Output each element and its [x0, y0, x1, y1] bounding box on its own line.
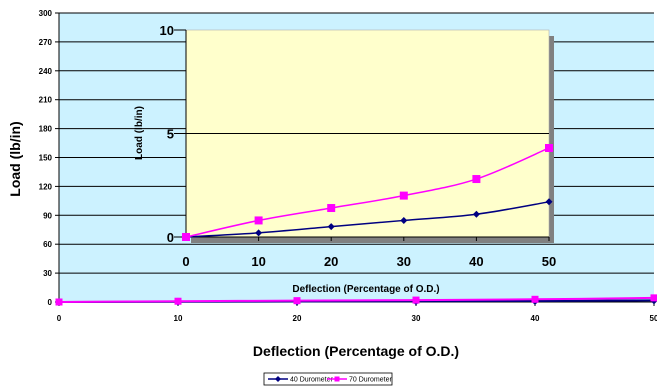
inset-x-axis-title: Deflection (Percentage of O.D.): [292, 284, 439, 295]
inset-point-40-durometer-10: [255, 229, 263, 237]
main-y-axis-title: Load (lb/in): [7, 121, 23, 196]
inset-x-tick-label-50: 50: [542, 254, 556, 269]
inset-point-40-durometer-20: [327, 223, 335, 231]
inset-series-line-40-durometer: [185, 201, 550, 238]
inset-point-70-durometer-20: [327, 204, 336, 213]
main-y-tick-label-150: 150: [39, 154, 53, 163]
inset-series-line-70-durometer: [185, 147, 550, 238]
inset-x-tick-label-40: 40: [469, 254, 483, 269]
main-y-tick-label-300: 300: [39, 9, 53, 18]
main-x-tick-label-10: 10: [174, 314, 183, 323]
inset-point-70-durometer-0: [182, 233, 190, 241]
main-y-tick-label-30: 30: [43, 269, 52, 278]
inset-y-axis-title: Load (lb/in): [134, 106, 145, 160]
inset-y-tick-label-10: 10: [160, 23, 174, 38]
main-x-tick-label-50: 50: [650, 314, 657, 323]
main-y-tick-labels: 0 30 60 90 120 150 180 210 240 270 300: [39, 9, 53, 307]
inset-point-70-durometer-50: [545, 143, 553, 152]
main-x-tick-labels: 0 10 20 30 40 50: [57, 314, 657, 323]
main-point-70-durometer-30: [412, 296, 420, 304]
main-series-line-70-durometer: [58, 296, 655, 303]
main-x-tick-label-40: 40: [531, 314, 540, 323]
inset-y-tick-label-0: 0: [167, 230, 174, 245]
main-point-70-durometer-10: [174, 297, 182, 305]
inset-series-layer: [182, 143, 553, 241]
legend-item-70-durometer: 70 Durometer: [327, 376, 392, 384]
legend-marker-diamond: [275, 376, 281, 382]
main-x-axis-title: Deflection (Percentage of O.D.): [253, 343, 459, 359]
main-y-tick-label-240: 240: [39, 67, 53, 76]
main-x-tick-label-20: 20: [293, 314, 302, 323]
main-y-tick-label-270: 270: [39, 38, 53, 47]
legend-marker-square: [334, 376, 340, 382]
main-point-70-durometer-50: [650, 294, 657, 302]
main-point-70-durometer-40: [531, 295, 539, 303]
main-series-layer: [55, 294, 657, 306]
inset-point-70-durometer-40: [472, 175, 481, 184]
main-y-tick-label-90: 90: [43, 211, 52, 220]
inset-x-tick-label-20: 20: [324, 254, 338, 269]
main-point-70-durometer-0: [55, 298, 63, 306]
inset-x-tick-labels: 0 10 20 30 40 50: [182, 254, 556, 269]
main-point-70-durometer-20: [293, 297, 301, 305]
inset-y-tick-labels: 0 5 10: [160, 23, 174, 245]
inset-point-70-durometer-30: [399, 191, 408, 200]
inset-x-tick-label-0: 0: [182, 254, 189, 269]
inset-y-tick-label-5: 5: [167, 127, 174, 142]
main-y-tick-label-180: 180: [39, 125, 53, 134]
inset-plot: 0 5 10 0 10 20 30 40 50 Load (lb/in) Deflection…: [134, 23, 556, 295]
main-x-tick-label-0: 0: [57, 314, 62, 323]
legend-item-40-durometer: 40 Durometer: [268, 376, 333, 384]
inset-point-40-durometer-40: [472, 210, 480, 218]
main-x-tick-label-30: 30: [412, 314, 421, 323]
main-y-tick-label-210: 210: [39, 96, 53, 105]
inset-x-tick-label-30: 30: [397, 254, 411, 269]
legend: 40 Durometer 70 Durometer: [263, 372, 392, 386]
inset-point-40-durometer-50: [545, 198, 553, 206]
inset-point-40-durometer-30: [400, 216, 408, 224]
inset-point-70-durometer-10: [254, 216, 263, 225]
main-y-tick-label-60: 60: [43, 240, 52, 249]
inset-x-tick-label-10: 10: [251, 254, 265, 269]
legend-label-70-durometer: 70 Durometer: [349, 377, 392, 384]
main-y-tick-label-120: 120: [39, 182, 53, 191]
main-y-tick-label-0: 0: [48, 298, 53, 307]
legend-label-40-durometer: 40 Durometer: [290, 377, 333, 384]
inset-axis-lines: [174, 29, 550, 241]
